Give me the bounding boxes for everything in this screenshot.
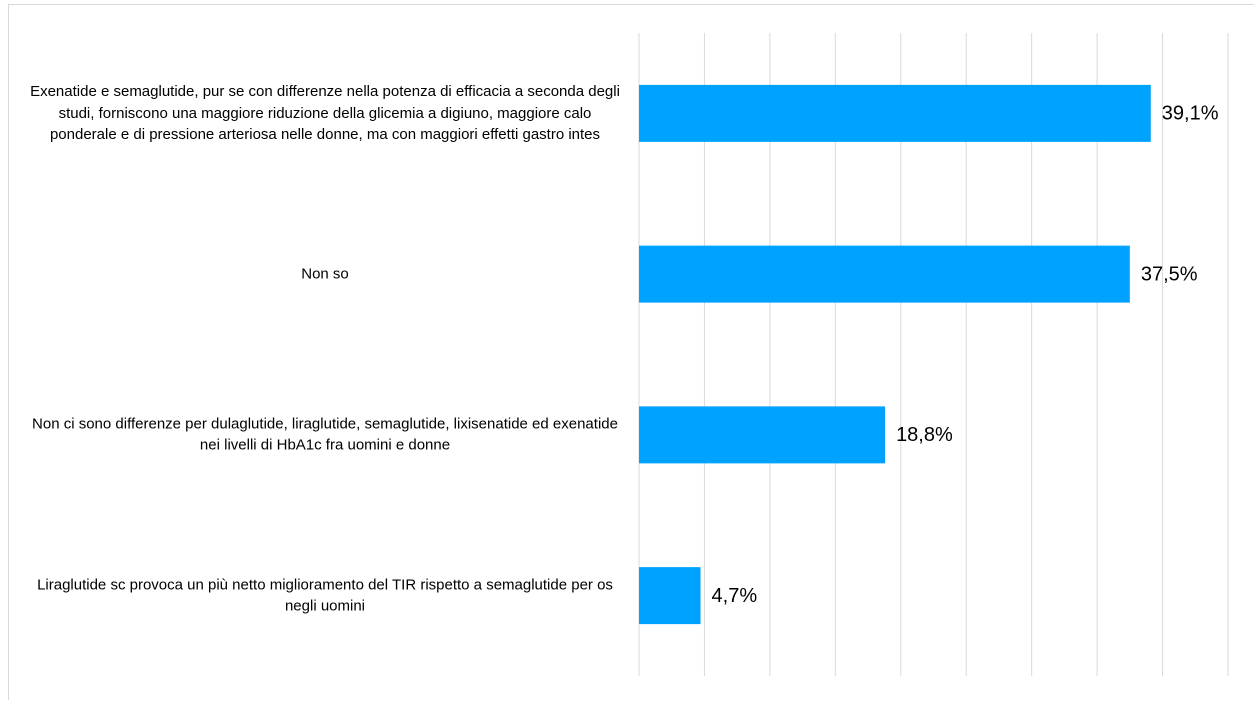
value-label: 4,7% [712,585,758,607]
bar [639,245,1130,303]
value-label: 39,1% [1162,103,1219,125]
value-label: 37,5% [1141,263,1198,285]
category-label: Liraglutide sc provoca un più netto migl… [37,576,613,615]
category-label: Exenatide e semaglutide, pur se con diff… [30,83,620,144]
bar [639,567,701,625]
bar [639,84,1151,142]
bar [639,406,886,464]
category-label: Non ci sono differenze per dulaglutide, … [32,415,618,454]
chart-frame [8,4,1254,700]
category-label: Non so [301,265,349,283]
value-label: 18,8% [896,424,953,446]
